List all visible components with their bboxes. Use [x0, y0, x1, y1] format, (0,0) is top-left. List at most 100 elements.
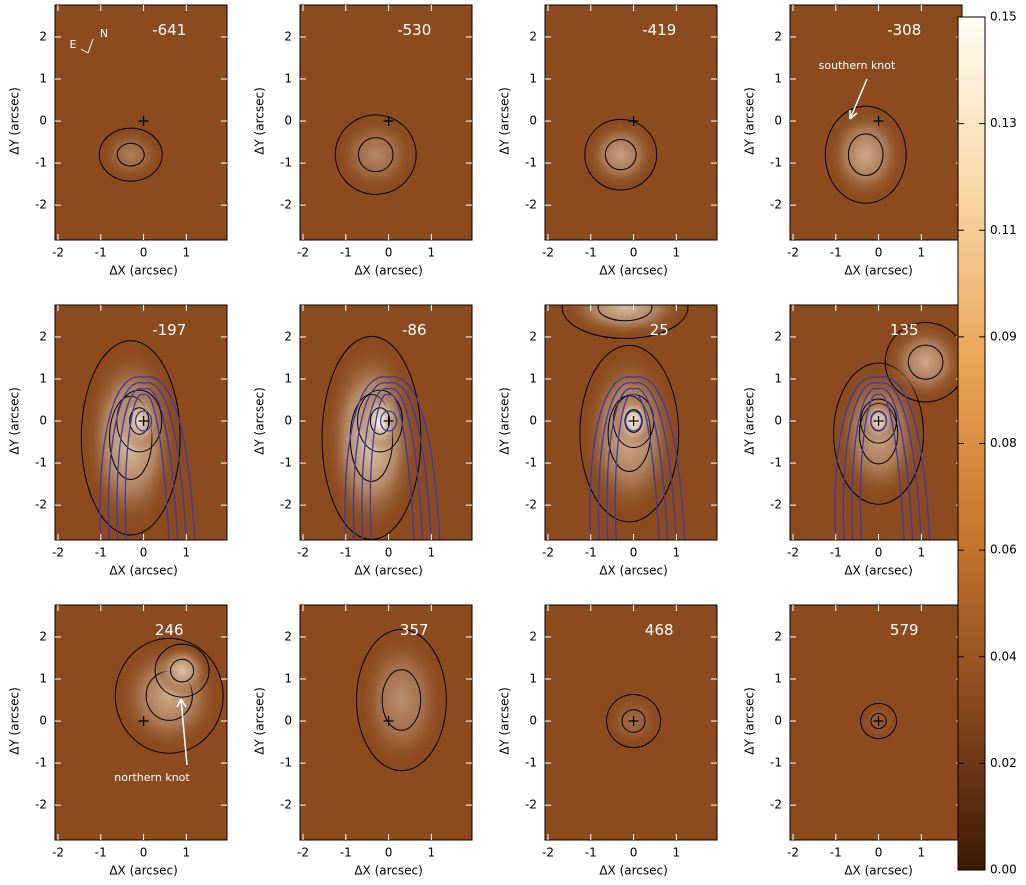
velocity-label: -86 [402, 321, 427, 339]
y-tick-label: 2 [39, 329, 47, 343]
velocity-label: 25 [650, 321, 669, 339]
y-tick-label: 2 [39, 29, 47, 43]
x-axis-label: ΔX (arcsec) [844, 264, 912, 278]
y-axis-label: ΔY (arcsec) [253, 687, 267, 755]
y-tick-label: -2 [280, 498, 292, 512]
y-tick-label: 2 [284, 629, 292, 643]
x-tick-label: -1 [585, 246, 597, 260]
x-tick-label: -1 [830, 246, 842, 260]
channel-map [55, 605, 227, 840]
velocity-label: -308 [887, 21, 921, 39]
y-tick-label: -2 [770, 798, 782, 812]
x-axis-label: ΔX (arcsec) [354, 264, 422, 278]
x-tick-label: 0 [385, 246, 393, 260]
y-tick-label: -1 [280, 756, 292, 770]
x-axis-label: ΔX (arcsec) [844, 864, 912, 878]
y-tick-label: 0 [284, 414, 292, 428]
x-tick-label: -1 [95, 846, 107, 860]
channel-map [790, 5, 962, 240]
x-axis-label: ΔX (arcsec) [354, 864, 422, 878]
y-tick-label: -2 [280, 198, 292, 212]
y-tick-label: -2 [770, 198, 782, 212]
y-tick-label: 1 [39, 371, 47, 385]
y-tick-label: -1 [35, 156, 47, 170]
velocity-label: 135 [890, 321, 919, 339]
channel-map [545, 605, 717, 840]
y-tick-label: 2 [774, 329, 782, 343]
x-tick-label: 1 [183, 846, 191, 860]
x-tick-label: -1 [340, 246, 352, 260]
x-axis-label: ΔX (arcsec) [599, 864, 667, 878]
x-tick-label: -1 [585, 546, 597, 560]
channel-map [55, 305, 227, 543]
y-tick-label: 1 [774, 371, 782, 385]
velocity-label: 468 [645, 621, 674, 639]
feature-label: northern knot [114, 771, 190, 784]
x-axis-label: ΔX (arcsec) [844, 564, 912, 578]
y-tick-label: -2 [280, 798, 292, 812]
channel-map [300, 5, 472, 240]
x-tick-label: -1 [340, 546, 352, 560]
x-tick-label: -1 [830, 546, 842, 560]
y-tick-label: 2 [774, 629, 782, 643]
x-tick-label: 0 [875, 846, 883, 860]
x-tick-label: 1 [673, 546, 681, 560]
x-tick-label: 0 [875, 546, 883, 560]
y-tick-label: -1 [770, 756, 782, 770]
emission [337, 117, 414, 193]
y-tick-label: -1 [35, 456, 47, 470]
colorbar-tick-label: 0.00 [990, 863, 1017, 877]
map-background [55, 5, 227, 240]
x-tick-label: 0 [385, 546, 393, 560]
x-tick-label: 1 [918, 246, 926, 260]
emission [359, 633, 445, 768]
x-tick-label: -1 [585, 846, 597, 860]
x-tick-label: -2 [542, 546, 554, 560]
velocity-label: -641 [152, 21, 186, 39]
x-tick-label: -2 [787, 846, 799, 860]
y-tick-label: 1 [529, 671, 537, 685]
y-axis-label: ΔY (arcsec) [498, 87, 512, 155]
panel: -2-101-2-1012ΔX (arcsec)ΔY (arcsec)357 [253, 605, 473, 878]
x-tick-label: 1 [918, 846, 926, 860]
x-tick-label: 0 [630, 846, 638, 860]
x-axis-label: ΔX (arcsec) [109, 864, 177, 878]
y-tick-label: -2 [35, 498, 47, 512]
y-tick-label: -2 [35, 198, 47, 212]
y-axis-label: ΔY (arcsec) [8, 87, 22, 155]
colorbar-tick-label: 0.09 [990, 329, 1017, 343]
y-tick-label: 1 [284, 671, 292, 685]
x-tick-label: 1 [183, 246, 191, 260]
y-axis-label: ΔY (arcsec) [743, 687, 757, 755]
velocity-label: -530 [397, 21, 431, 39]
y-tick-label: -1 [280, 156, 292, 170]
x-tick-label: 0 [140, 846, 148, 860]
emission [156, 645, 207, 695]
y-tick-label: -2 [770, 498, 782, 512]
y-tick-label: -2 [525, 498, 537, 512]
y-axis-label: ΔY (arcsec) [8, 387, 22, 455]
y-tick-label: -1 [35, 756, 47, 770]
colorbar-tick-label: 0.08 [990, 436, 1017, 450]
y-tick-label: -1 [525, 756, 537, 770]
channel-map [790, 605, 962, 840]
x-axis-label: ΔX (arcsec) [354, 564, 422, 578]
colorbar: 0.000.020.040.060.080.090.110.130.15 [958, 10, 1017, 877]
y-tick-label: 2 [529, 29, 537, 43]
x-tick-label: 0 [875, 246, 883, 260]
y-tick-label: 0 [39, 714, 47, 728]
y-tick-label: 1 [529, 71, 537, 85]
x-tick-label: -2 [542, 246, 554, 260]
x-tick-label: -1 [95, 246, 107, 260]
x-tick-label: -2 [297, 546, 309, 560]
colorbar-tick-label: 0.04 [990, 649, 1017, 663]
y-tick-label: 1 [774, 671, 782, 685]
y-axis-label: ΔY (arcsec) [253, 87, 267, 155]
x-tick-label: 1 [428, 246, 436, 260]
velocity-label: -197 [152, 321, 186, 339]
velocity-label: 357 [400, 621, 429, 639]
